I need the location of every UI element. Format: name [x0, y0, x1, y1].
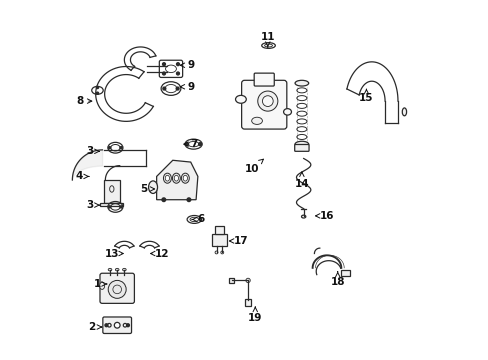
FancyBboxPatch shape	[102, 317, 131, 333]
Text: 10: 10	[244, 159, 263, 174]
Ellipse shape	[165, 175, 169, 181]
Circle shape	[162, 63, 165, 66]
Circle shape	[96, 92, 99, 94]
Ellipse shape	[148, 181, 157, 193]
Circle shape	[257, 91, 277, 111]
Circle shape	[176, 72, 179, 75]
Text: 14: 14	[294, 172, 308, 189]
Ellipse shape	[294, 80, 308, 86]
Text: 8: 8	[76, 96, 92, 106]
Circle shape	[96, 86, 99, 89]
Text: 12: 12	[150, 248, 169, 258]
Text: 3: 3	[86, 200, 99, 210]
Circle shape	[123, 323, 126, 327]
Text: 9: 9	[180, 60, 194, 70]
Circle shape	[105, 324, 108, 327]
Ellipse shape	[108, 269, 112, 271]
Circle shape	[198, 143, 201, 145]
Bar	[212, 234, 226, 246]
Circle shape	[176, 87, 179, 90]
Text: 1: 1	[94, 279, 106, 289]
Polygon shape	[104, 180, 120, 203]
Text: 2: 2	[88, 322, 102, 332]
Text: 13: 13	[104, 248, 123, 258]
Text: 17: 17	[229, 236, 248, 246]
Text: 9: 9	[180, 82, 194, 92]
Circle shape	[114, 322, 120, 328]
Circle shape	[108, 206, 110, 208]
Circle shape	[120, 206, 122, 208]
Text: 3: 3	[86, 146, 99, 156]
Circle shape	[162, 198, 165, 202]
Circle shape	[187, 198, 190, 202]
Circle shape	[108, 147, 110, 149]
Circle shape	[262, 96, 273, 107]
Text: 4: 4	[76, 171, 89, 181]
Text: 6: 6	[192, 215, 204, 224]
Text: 19: 19	[247, 307, 262, 323]
Ellipse shape	[183, 175, 187, 181]
Ellipse shape	[294, 141, 308, 147]
Bar	[215, 226, 223, 234]
Ellipse shape	[402, 108, 406, 116]
Circle shape	[185, 143, 188, 145]
FancyBboxPatch shape	[254, 73, 274, 86]
Text: 11: 11	[260, 32, 274, 47]
Ellipse shape	[251, 117, 262, 125]
Circle shape	[162, 72, 165, 75]
Circle shape	[107, 323, 111, 327]
Ellipse shape	[172, 173, 180, 183]
Circle shape	[126, 324, 129, 327]
Bar	[340, 270, 349, 276]
Text: 5: 5	[140, 184, 154, 194]
Polygon shape	[156, 160, 198, 200]
Ellipse shape	[235, 95, 246, 103]
Circle shape	[120, 147, 122, 149]
FancyBboxPatch shape	[294, 144, 308, 151]
Ellipse shape	[122, 269, 126, 271]
Ellipse shape	[100, 282, 104, 289]
Circle shape	[163, 87, 165, 90]
FancyBboxPatch shape	[241, 80, 286, 129]
Text: 18: 18	[330, 272, 344, 287]
Ellipse shape	[283, 109, 291, 115]
Ellipse shape	[181, 173, 189, 183]
Circle shape	[108, 280, 126, 298]
Text: 16: 16	[315, 211, 333, 221]
Bar	[229, 278, 233, 283]
Text: 7: 7	[183, 139, 198, 149]
Ellipse shape	[174, 175, 178, 181]
Ellipse shape	[115, 269, 119, 271]
Ellipse shape	[163, 173, 171, 183]
Circle shape	[176, 63, 179, 66]
Bar	[244, 299, 250, 306]
Bar	[100, 203, 123, 206]
FancyBboxPatch shape	[100, 273, 134, 303]
Text: 15: 15	[359, 89, 373, 103]
